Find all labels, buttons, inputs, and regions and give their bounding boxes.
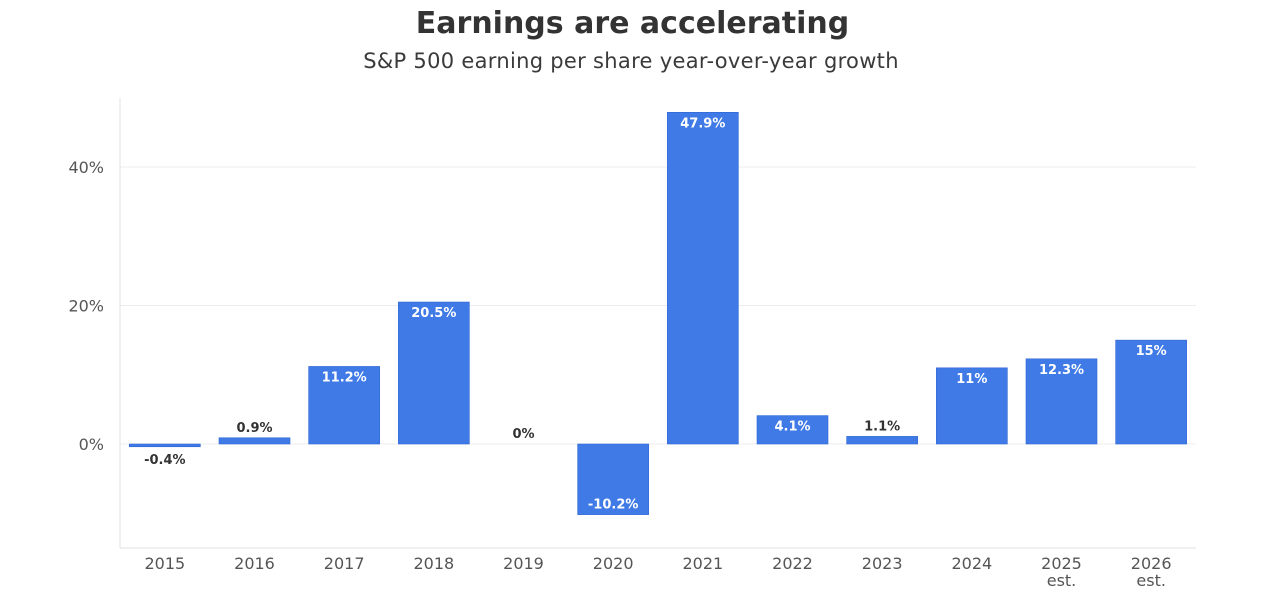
x-tick-label-line: 2026 [1131,554,1172,573]
x-tick-label: 2022 [772,554,813,573]
bar [308,366,380,445]
x-tick-label: 2019 [503,554,544,573]
data-label: 0.9% [236,421,272,436]
x-tick-label: 2026 est. [1131,554,1172,590]
bars [129,111,1187,515]
x-tick-label-line: 2022 [772,554,813,573]
data-labels: -0.4% 0.9% 11.2% 20.5% 0% -10.2% 47.9% 4.1% 1.1%… [144,116,1167,512]
data-label: 11% [956,372,987,387]
x-tick-label: 2021 [682,554,723,573]
x-tick-label-line: 2024 [951,554,992,573]
x-tick-label-line: 2015 [144,554,185,573]
bar [846,436,918,445]
x-tick-label-line: est. [1136,571,1166,590]
data-label: 11.2% [322,370,367,385]
bar [218,437,291,445]
bar [667,111,739,445]
x-tick-label-line: 2021 [682,554,723,573]
x-tick-label: 2023 [862,554,903,573]
x-tick-label: 2020 [593,554,634,573]
x-tick-label: 2015 [144,554,185,573]
chart-subtitle: S&P 500 earning per share year-over-year… [363,49,899,73]
x-axis-ticks: 2015 2016 2017 2018 2019 2020 2021 2022 2023 2024… [144,554,1171,590]
bar [1115,339,1187,445]
bar [1025,358,1098,445]
bar [129,443,201,448]
y-tick-label: 40% [68,158,104,177]
data-label: -10.2% [588,498,639,513]
data-label: 15% [1136,344,1167,359]
x-tick-label-line: 2016 [234,554,275,573]
data-label: 20.5% [411,306,456,321]
x-tick-label-line: 2018 [413,554,454,573]
bar [577,443,649,515]
x-tick-label: 2017 [324,554,365,573]
data-label: 4.1% [774,420,810,435]
data-label: -0.4% [144,453,185,468]
y-tick-label: 0% [79,435,104,454]
x-tick-label: 2018 [413,554,454,573]
axes [119,98,1196,549]
x-tick-label-line: 2020 [593,554,634,573]
x-tick-label-line: 2023 [862,554,903,573]
data-label: 12.3% [1039,363,1084,378]
x-tick-label-line: 2025 [1041,554,1082,573]
data-label: 1.1% [864,419,900,434]
x-tick-label: 2025 est. [1041,554,1082,590]
x-tick-label: 2016 [234,554,275,573]
bar [756,415,829,445]
x-tick-label-line: 2019 [503,554,544,573]
data-label: 0% [512,427,534,442]
y-tick-label: 20% [68,297,104,316]
bar [398,301,470,445]
y-axis-ticks: 0% 20% 40% [68,158,104,454]
x-tick-label-line: 2017 [324,554,365,573]
chart-title: Earnings are accelerating [415,6,850,41]
grid-lines [120,166,1196,445]
bar [936,367,1008,445]
data-label: 47.9% [680,116,725,131]
x-tick-label: 2024 [951,554,992,573]
x-tick-label-line: est. [1047,571,1077,590]
